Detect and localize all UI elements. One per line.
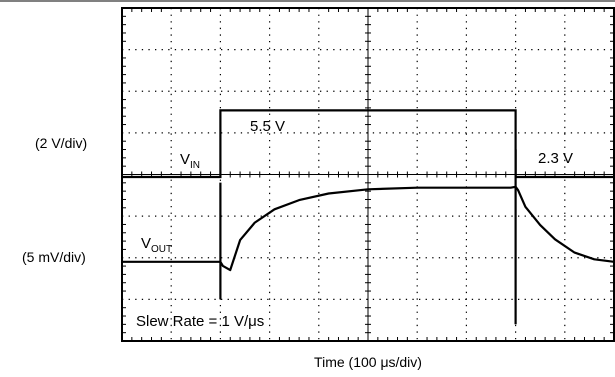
- vin-label-sub: IN: [190, 160, 200, 171]
- vin-high-annotation: 5.5 V: [250, 118, 285, 135]
- vin-scale-label: (2 V/div): [35, 135, 87, 151]
- vin-label-main: V: [180, 151, 190, 168]
- vin-trace: [122, 109, 614, 179]
- plot-frame: [121, 7, 615, 342]
- traces: [122, 109, 615, 325]
- x-axis-label: Time (100 μs/div): [314, 354, 422, 370]
- vin-low-annotation: 2.3 V: [538, 150, 573, 167]
- vout-scale-label: (5 mV/div): [22, 249, 86, 265]
- slew-rate-annotation: Slew Rate = 1 V/μs: [136, 313, 264, 330]
- vout-label: VOUT: [141, 235, 172, 255]
- vin-label: VIN: [180, 151, 200, 171]
- vout-label-main: V: [141, 235, 151, 252]
- grid: [122, 8, 614, 341]
- vout-label-sub: OUT: [151, 244, 172, 255]
- vout-trace: [122, 185, 615, 272]
